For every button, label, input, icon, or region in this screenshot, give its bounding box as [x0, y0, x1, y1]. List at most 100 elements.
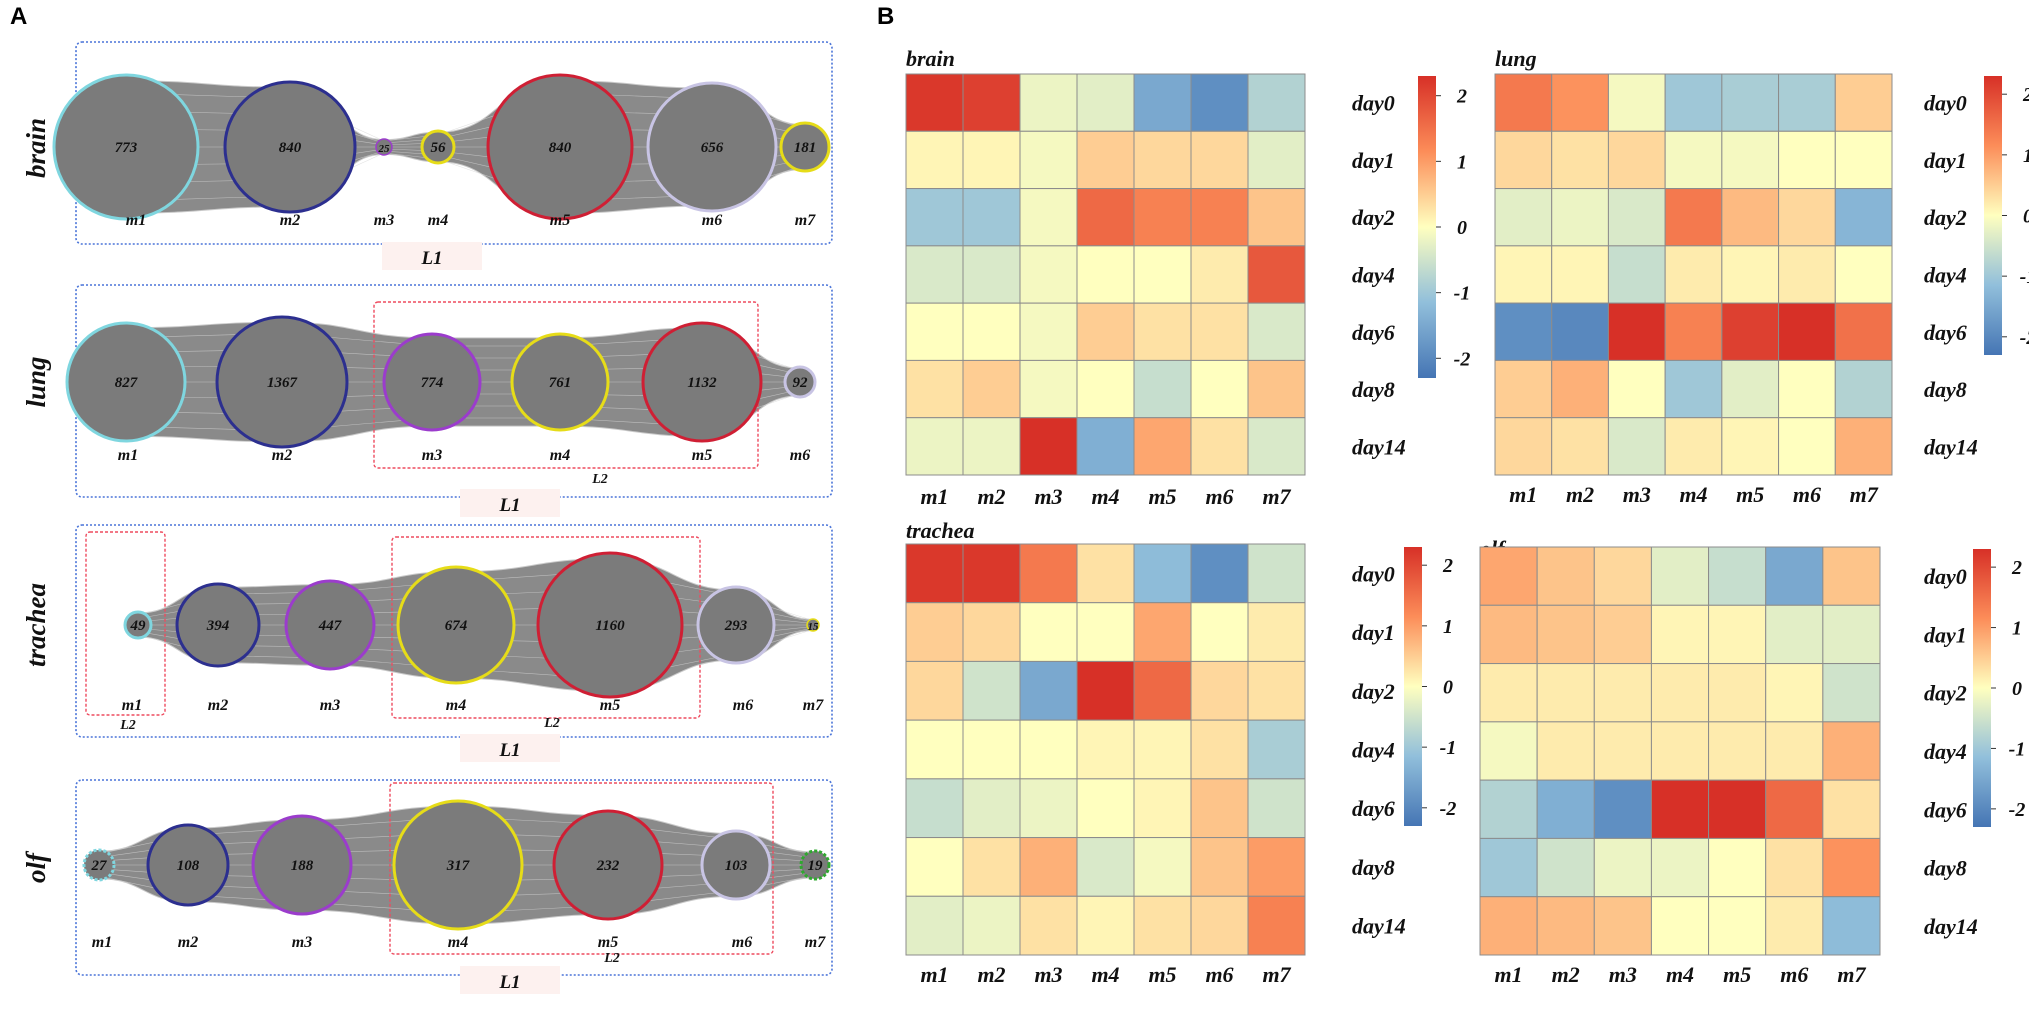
network-brain: brain 773 m1 840 m2 25 m3 56 m4 840 m5 656 m6 181 m7 L1 [21, 41, 833, 270]
heatmap-cell [1247, 602, 1306, 662]
module-count: 656 [701, 140, 724, 156]
l1-label: L1 [420, 248, 442, 269]
module-m6: 656 m6 [646, 81, 778, 229]
colorbar-tick-label: -2 [1454, 348, 1471, 370]
heatmap-cell [1650, 779, 1710, 839]
heatmap-cell [1778, 302, 1836, 361]
colorbar-tick-label: 1 [1443, 616, 1453, 638]
heatmap-cell [1664, 417, 1723, 476]
heatmap-cell [1494, 73, 1553, 132]
heatmap-cell [1721, 188, 1780, 247]
module-count: 773 [115, 140, 138, 156]
column-label: m2 [977, 962, 1005, 987]
heatmap-cell [1494, 188, 1553, 247]
heatmap-cell [1834, 188, 1893, 247]
heatmap-cell [1479, 546, 1538, 606]
row-label: day0 [1924, 564, 1967, 589]
heatmap-cell [1247, 543, 1306, 604]
module-m1: 27 m1 [82, 848, 116, 951]
l1-label: L1 [498, 740, 520, 761]
heatmap-cell [1778, 359, 1836, 419]
heatmap-cell [1664, 73, 1723, 132]
heatmap-cell [1664, 302, 1723, 361]
heatmap-title: trachea [906, 518, 974, 543]
l1-label-bg [460, 489, 560, 517]
l2-frame [85, 531, 166, 716]
module-m2: 1367 m2 [215, 315, 349, 464]
heatmap-cell [905, 359, 964, 419]
heatmap-cell [1721, 359, 1780, 419]
l1-label: L1 [498, 972, 520, 993]
row-label: day8 [1352, 377, 1395, 402]
heatmap-cell [1536, 779, 1595, 839]
heatmap-cell [1822, 896, 1881, 956]
column-label: m4 [1666, 962, 1694, 987]
module-circle [510, 332, 610, 432]
colorbar-tick-label: 2 [1442, 555, 1453, 577]
column-label: m2 [1566, 482, 1594, 507]
heatmap-cell [1133, 543, 1192, 604]
module-m6: 103 m6 [700, 829, 772, 951]
colorbar-tick-label: 1 [2023, 145, 2029, 167]
heatmap-cell [1494, 245, 1553, 304]
heatmap-cell [905, 245, 964, 304]
module-label: m2 [280, 212, 300, 229]
row-label: day4 [1352, 263, 1395, 288]
module-label: m3 [374, 212, 394, 229]
colorbar-tick-label: 0 [1457, 217, 1467, 239]
heatmap-cell [1076, 778, 1135, 839]
heatmap-cell [1076, 417, 1135, 476]
heatmap-cell [1593, 779, 1652, 839]
module-circle [646, 81, 778, 213]
l1-frame [75, 524, 833, 738]
module-m3: 25 m3 [374, 138, 394, 229]
heatmap-cell [1190, 602, 1249, 662]
column-label: m6 [1205, 484, 1233, 509]
row-label: day8 [1924, 856, 1967, 881]
heatmap-cell [1076, 543, 1135, 604]
heatmap-cell [1190, 73, 1249, 132]
module-label: m6 [732, 934, 752, 951]
module-m2: 108 m2 [146, 823, 230, 951]
module-label: m2 [272, 447, 292, 464]
module-count: 19 [808, 858, 824, 874]
colorbar-tick-label: -2 [2009, 799, 2026, 821]
module-count: 447 [318, 618, 342, 634]
heatmap-cell [1536, 546, 1595, 606]
module-count: 56 [431, 140, 447, 156]
heatmap-cell [1133, 302, 1192, 361]
heatmap-cell [1247, 895, 1306, 956]
heatmap-cell [1190, 245, 1249, 304]
heatmap-cell [1593, 663, 1652, 723]
heatmap-cell [1019, 188, 1078, 247]
module-count: 27 [91, 858, 108, 874]
tissue-label: olf [21, 850, 51, 883]
heatmap-cell [1650, 546, 1710, 606]
heatmap-cell [1536, 721, 1595, 781]
heatmap-cell [1721, 73, 1780, 132]
heatmap-cell [1765, 837, 1824, 898]
module-label: m4 [550, 447, 570, 464]
colorbar-tick-label: 0 [2023, 206, 2029, 228]
column-label: m5 [1723, 962, 1751, 987]
heatmap-cell [1765, 546, 1824, 606]
module-count: 103 [725, 858, 748, 874]
heatmap-cell [1593, 721, 1652, 781]
heatmap-cell [962, 837, 1021, 897]
module-m7: 19 m7 [799, 849, 831, 951]
heatmap-cell [1551, 359, 1609, 419]
module-count: 827 [115, 375, 138, 391]
colorbar-tick-label: 0 [2012, 678, 2022, 700]
heatmap-cell [1133, 719, 1192, 780]
heatmap-cell [1076, 602, 1135, 662]
heatmap-cell [1822, 837, 1881, 898]
heatmap-cell [1076, 188, 1135, 247]
heatmap-cell [1778, 188, 1836, 247]
module-circle [65, 321, 187, 443]
heatmap-cell [1076, 73, 1135, 132]
heatmap-cell [1190, 417, 1249, 476]
module-circle [641, 321, 763, 443]
column-label: m3 [1034, 484, 1062, 509]
heatmap-cell [1076, 302, 1135, 361]
heatmap-cell [1076, 359, 1135, 419]
